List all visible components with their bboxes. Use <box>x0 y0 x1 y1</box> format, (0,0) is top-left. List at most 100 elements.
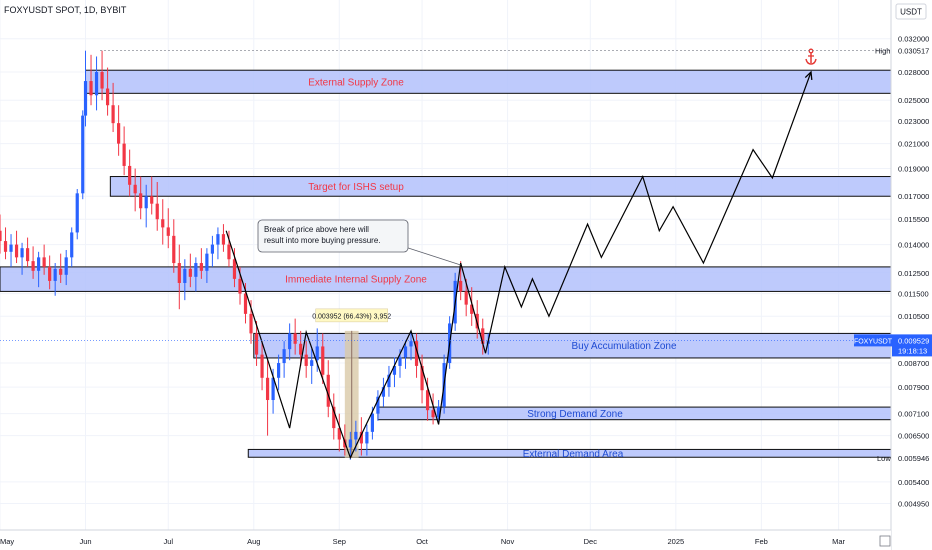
price-axis-bg <box>891 0 932 550</box>
candle-body <box>139 193 143 209</box>
candle-body <box>227 244 231 260</box>
candle-body <box>370 413 374 432</box>
symbol-tag <box>854 334 892 347</box>
candle-body <box>365 431 369 444</box>
candle-body <box>425 390 430 411</box>
symbol-tag-label: FOXYUSDT <box>854 338 893 345</box>
callout-line: result into more buying pressure. <box>264 236 381 245</box>
candle-body <box>9 244 13 252</box>
candle-body <box>105 88 110 106</box>
high-label: High <box>875 47 890 56</box>
y-tick-label: 0.015500 <box>898 215 929 224</box>
y-tick-label: 0.019000 <box>898 165 929 174</box>
candle-body <box>277 363 281 378</box>
candle-body <box>337 428 341 440</box>
candle-body <box>117 123 121 144</box>
x-tick-label: May <box>0 537 14 546</box>
y-tick-label: 0.008700 <box>898 359 929 368</box>
y-tick-label: 0.032000 <box>898 35 929 44</box>
candle-body <box>470 304 474 314</box>
candle-body <box>205 253 209 271</box>
candle-body <box>94 71 99 96</box>
low-label: Low <box>877 454 891 463</box>
candle-body <box>199 263 203 271</box>
candle-body <box>75 193 79 233</box>
candle-body <box>81 115 85 194</box>
candle-body <box>304 354 308 366</box>
x-tick-label: Jul <box>163 537 173 546</box>
zone-box <box>0 266 892 292</box>
candle-body <box>194 263 198 277</box>
y-tick-label: 0.012500 <box>898 269 929 278</box>
y-tick-label: 0.028000 <box>898 68 929 77</box>
candle-body <box>188 268 192 277</box>
anchor-icon <box>805 48 817 65</box>
candle-body <box>37 257 41 271</box>
currency-label: USDT <box>900 8 922 17</box>
candle-body <box>111 105 115 124</box>
candle-body <box>398 357 402 366</box>
y-tick-label: 0.007900 <box>898 383 929 392</box>
candle-body <box>459 280 463 292</box>
callout-line: Break of price above here will <box>264 225 369 234</box>
candle-body <box>431 410 435 418</box>
candle-body <box>70 232 74 258</box>
candle-body <box>122 143 126 166</box>
projection-line <box>225 71 812 460</box>
time-axis-bg <box>0 530 891 550</box>
y-tick-label: 0.005400 <box>898 478 929 487</box>
candle-body <box>210 244 215 254</box>
candle-body <box>265 377 270 401</box>
low-value: 0.005946 <box>898 454 929 463</box>
candle-body <box>326 374 330 407</box>
x-tick-label: Sep <box>333 537 346 546</box>
candle-body <box>387 374 391 388</box>
zone-label: Buy Accumulation Zone <box>571 341 676 352</box>
countdown-value: 19:18:13 <box>898 346 927 355</box>
candle-body <box>83 81 88 116</box>
zone-label: Immediate Internal Supply Zone <box>285 275 427 286</box>
candle-body <box>14 244 19 258</box>
candle-body <box>409 341 413 347</box>
zone-label: Target for ISHS setup <box>308 182 404 193</box>
y-tick-label: 0.017000 <box>898 192 929 201</box>
x-tick-label: Nov <box>501 537 515 546</box>
candle-body <box>260 354 264 378</box>
candle-body <box>254 333 259 355</box>
candle-body <box>376 396 380 414</box>
x-tick-label: 2025 <box>667 537 684 546</box>
anchor-arms <box>805 58 817 65</box>
candle-body <box>150 196 154 204</box>
candle-body <box>293 333 297 344</box>
candle-body <box>64 257 68 275</box>
y-tick-label: 0.014000 <box>898 241 929 250</box>
settings-icon <box>879 535 891 547</box>
x-tick-label: Mar <box>832 537 845 546</box>
candle-body <box>299 343 303 355</box>
candle-body <box>420 365 424 391</box>
candle-body <box>282 349 286 364</box>
candle-body <box>221 234 226 245</box>
candle-body <box>359 431 363 444</box>
y-tick-label: 0.011500 <box>898 290 929 299</box>
candle-body <box>166 227 170 236</box>
candle-body <box>271 377 275 401</box>
candle-body <box>161 219 165 228</box>
candle-body <box>177 263 181 283</box>
zone-box <box>109 176 892 197</box>
last-price-value: 0.009529 <box>898 336 929 345</box>
zone-box <box>377 406 892 421</box>
candle-body <box>31 261 35 271</box>
candle-body <box>354 431 358 440</box>
candle-body <box>381 387 386 397</box>
candle-body <box>332 406 336 429</box>
callout-note: Break of price above here will result int… <box>257 219 461 266</box>
candle-body <box>392 365 397 375</box>
y-tick-label: 0.023000 <box>898 117 929 126</box>
x-tick-label: Jun <box>79 537 91 546</box>
symbol-title: FOXYUSDT SPOT, 1D, BYBIT <box>4 5 127 15</box>
candle-body <box>155 203 159 220</box>
y-tick-label: 0.007100 <box>898 410 929 419</box>
